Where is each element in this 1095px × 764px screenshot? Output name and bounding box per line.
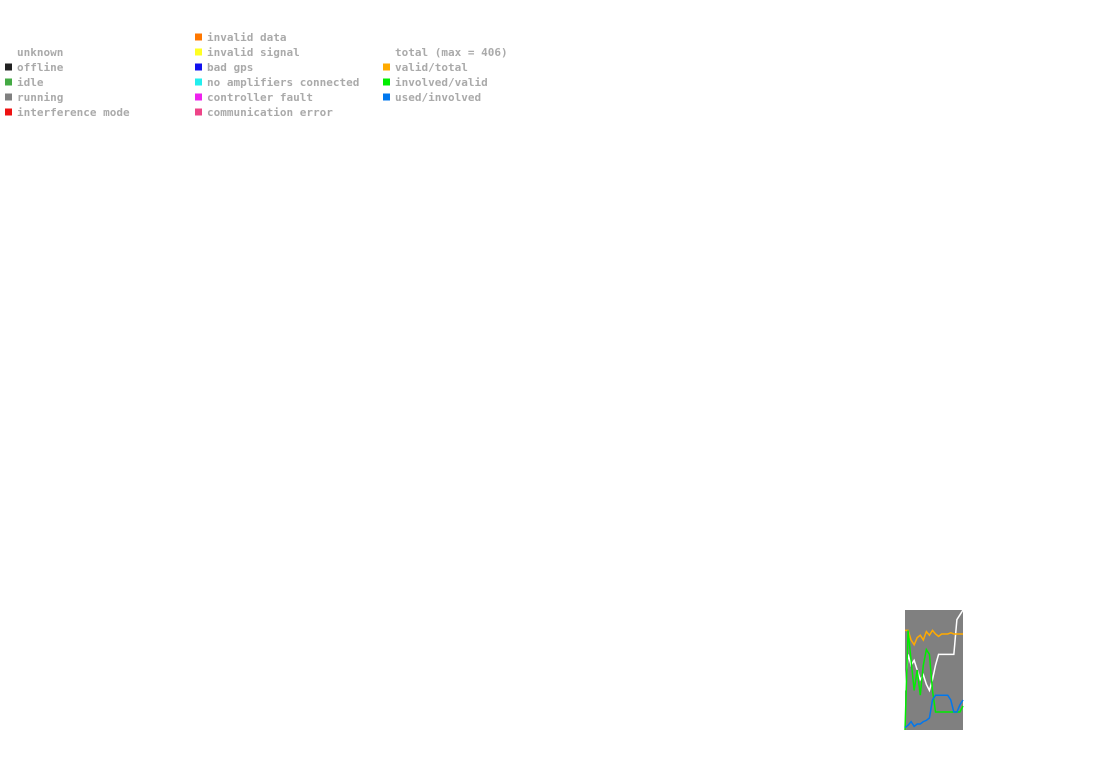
legend-swatch	[195, 78, 202, 86]
legend-swatch	[383, 93, 390, 101]
legend-label: idle	[17, 76, 44, 89]
series-line	[904, 694, 964, 729]
legend-label: interference mode	[17, 106, 130, 119]
legend-label: no amplifiers connected	[207, 76, 359, 89]
legend-swatch	[195, 63, 202, 71]
legend-label: running	[17, 91, 63, 104]
legend-swatch	[383, 48, 390, 56]
legend-swatch	[195, 33, 202, 41]
legend-label: bad gps	[207, 61, 253, 74]
series-line	[904, 609, 964, 693]
legend-swatch	[195, 93, 202, 101]
legend-swatch	[195, 48, 202, 56]
legend-swatch	[5, 63, 12, 71]
legend-label: used/involved	[395, 91, 481, 104]
legend-label: offline	[17, 61, 64, 74]
legend-swatch	[5, 93, 12, 101]
legend-label: involved/valid	[395, 76, 488, 89]
series-line	[905, 629, 963, 647]
legend-label: communication error	[207, 106, 333, 119]
legend-label: total (max = 406)	[395, 46, 508, 59]
legend-label: valid/total	[395, 61, 468, 74]
legend-swatch	[5, 78, 12, 86]
legend-swatch	[5, 48, 12, 56]
legend-label: unknown	[17, 46, 63, 59]
legend-label: controller fault	[207, 91, 313, 104]
legend-swatch	[5, 108, 12, 116]
legend-swatch	[195, 108, 202, 116]
legend-label: invalid data	[207, 31, 286, 44]
legend-label: invalid signal	[207, 46, 300, 59]
legend-swatch	[383, 78, 390, 86]
legend-swatch	[383, 63, 390, 71]
